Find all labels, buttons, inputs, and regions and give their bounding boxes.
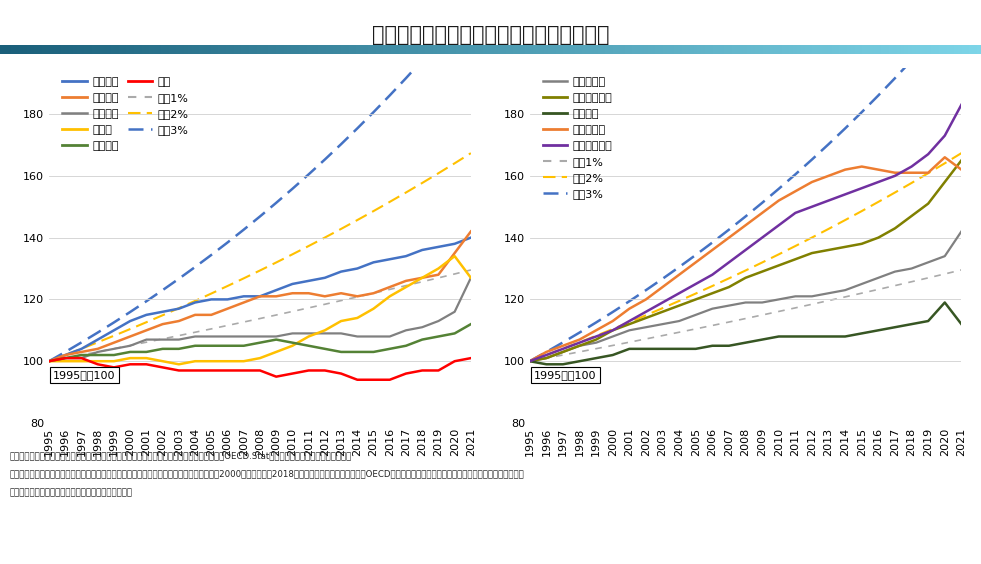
Text: 実質賃金（マンアワーベース）の国際比較: 実質賃金（マンアワーベース）の国際比較 [372, 25, 609, 45]
Text: 1995年＝100: 1995年＝100 [534, 370, 596, 380]
Text: （注１）　カナダ及びニュージーランドについては資金・䯸給が、韓国、オーストラリア（2000年以前及び〘2018年以降）については雇用者数がOECDのデータから取: （注１） カナダ及びニュージーランドについては資金・䯸給が、韓国、オーストラリア… [10, 470, 525, 479]
Legend: アメリカ, イギリス, フランス, ドイツ, イタリア, 日本, 年率1%, 年率2%, 年率3%: アメリカ, イギリス, フランス, ドイツ, イタリア, 日本, 年率1%, 年… [59, 73, 192, 155]
Text: 1995年＝100: 1995年＝100 [53, 370, 116, 380]
Text: （注２）　消費者物価上昇率により実質化している。: （注２） 消費者物価上昇率により実質化している。 [10, 488, 132, 497]
Text: （資料）　野村フィデューシャリー・リサーチ＆コンサルティング株式会社の協力のもと、『OECD.Stat』を用いて年金局数理課にて作成。: （資料） 野村フィデューシャリー・リサーチ＆コンサルティング株式会社の協力のもと… [10, 451, 352, 460]
Legend: デンマーク, フィンランド, オランダ, ノルウェー, スウェーデン, 年率1%, 年率2%, 年率3%: デンマーク, フィンランド, オランダ, ノルウェー, スウェーデン, 年率1%… [540, 73, 616, 202]
